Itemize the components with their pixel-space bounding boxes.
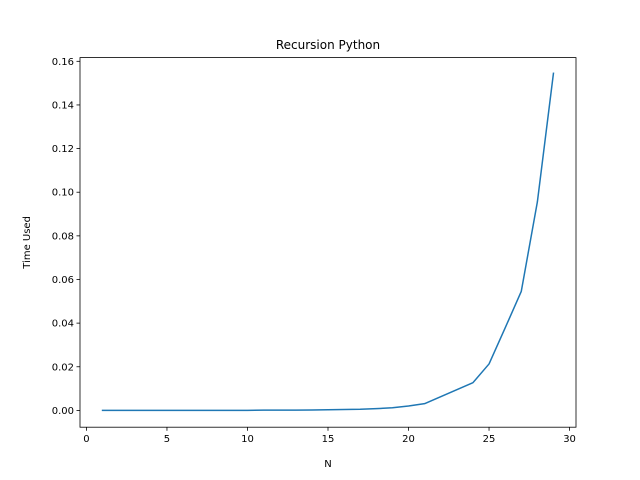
y-tick-label: 0.10	[52, 188, 74, 199]
x-tick-label: 0	[83, 434, 89, 445]
y-tick-label: 0.16	[52, 57, 74, 68]
series-line	[101, 72, 555, 412]
y-tick-label: 0.06	[52, 275, 74, 286]
x-axis: 0 5 10 15 20 25 30	[83, 427, 576, 445]
plot-frame	[79, 57, 577, 428]
y-tick-label: 0.12	[52, 144, 74, 155]
chart-title: Recursion Python	[276, 38, 380, 52]
y-axis: 0.00 0.02 0.04 0.06 0.08 0.10 0.12 0.14 0.16	[52, 57, 80, 417]
x-axis-label: N	[324, 459, 331, 470]
y-axis-label: Time Used	[22, 216, 33, 270]
plot-area	[101, 72, 555, 412]
y-tick-label: 0.02	[52, 362, 74, 373]
y-tick-label: 0.08	[52, 231, 74, 242]
x-tick-label: 20	[402, 434, 415, 445]
y-tick-label: 0.00	[52, 406, 74, 417]
x-tick-label: 15	[322, 434, 335, 445]
x-tick-label: 25	[483, 434, 496, 445]
x-tick-label: 30	[563, 434, 576, 445]
y-tick-label: 0.14	[52, 100, 74, 111]
x-tick-label: 5	[164, 434, 170, 445]
y-tick-label: 0.04	[52, 319, 74, 330]
x-tick-label: 10	[241, 434, 254, 445]
